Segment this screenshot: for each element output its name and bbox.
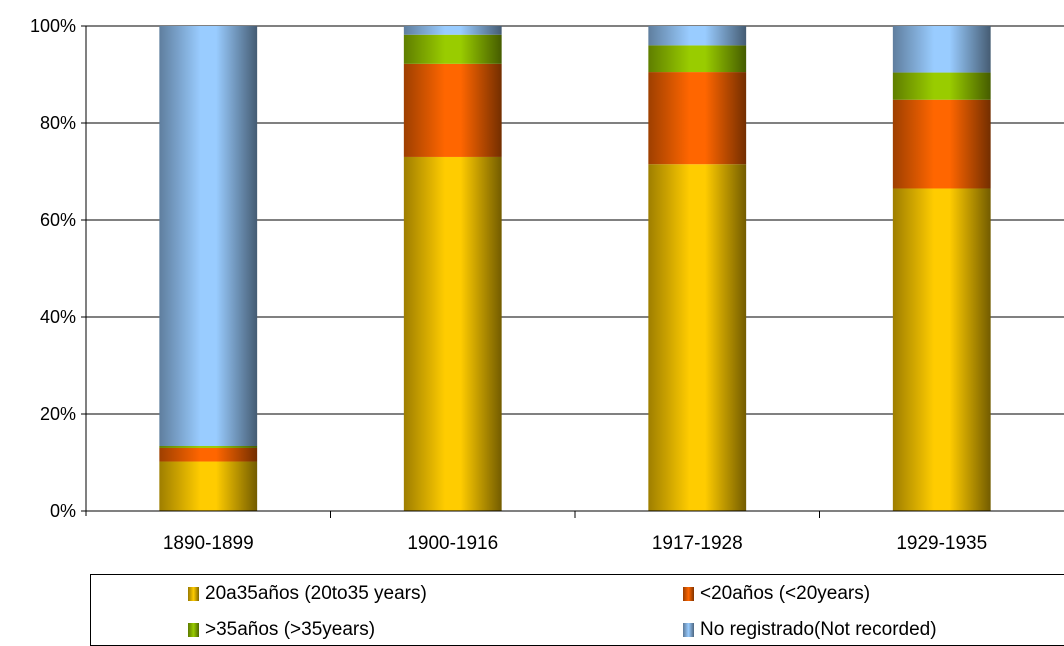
bar-stack-1929-1935 xyxy=(892,26,991,511)
legend-label-not-recorded: No registrado(Not recorded) xyxy=(700,619,937,640)
y-tick-label-20: 20% xyxy=(40,404,76,424)
legend-swatch-over-35 xyxy=(188,623,199,637)
bar-stack-1890-1899 xyxy=(159,26,258,511)
legend-item-not-recorded: No registrado(Not recorded) xyxy=(683,619,937,641)
y-tick-label-40: 40% xyxy=(40,307,76,327)
bar-1929-1935-no-registrado-not-recorded xyxy=(892,26,991,73)
bar-1917-1928-35a-os-35years xyxy=(648,45,747,73)
x-tick-labels: 1890-1899 1900-1916 1917-1928 1929-1935 xyxy=(163,511,987,554)
y-tick-label-80: 80% xyxy=(40,113,76,133)
x-tick-label-1890-1899: 1890-1899 xyxy=(163,533,254,554)
legend-item-over-35: >35años (>35years) xyxy=(188,619,375,641)
stacked-bar-chart: 0% 20% 40% 60% 80% 100% 1890-1899 1900-1916 191… xyxy=(30,16,1064,554)
legend-swatch-under-20 xyxy=(683,587,694,601)
bar-1917-1928-20a35a-os-20to35-years xyxy=(648,164,747,511)
legend-label-under-20: <20años (<20years) xyxy=(700,583,871,604)
x-tick-label-1929-1935: 1929-1935 xyxy=(896,533,987,554)
bar-stack-1917-1928 xyxy=(648,26,747,511)
bar-1900-1916-20a-os-20years xyxy=(403,63,502,157)
bar-1929-1935-20a35a-os-20to35-years xyxy=(892,188,991,511)
legend: 20a35años (20to35 years) <20años (<20yea… xyxy=(90,574,1064,646)
y-tick-label-100: 100% xyxy=(30,16,76,36)
y-tick-label-0: 0% xyxy=(50,501,76,521)
bar-1929-1935-20a-os-20years xyxy=(892,99,991,189)
bar-1917-1928-no-registrado-not-recorded xyxy=(648,26,747,46)
bar-1917-1928-20a-os-20years xyxy=(648,72,747,165)
legend-label-20-35: 20a35años (20to35 years) xyxy=(205,583,427,604)
bar-1900-1916-20a35a-os-20to35-years xyxy=(403,156,502,511)
bar-1929-1935-35a-os-35years xyxy=(892,72,991,100)
bar-1900-1916-no-registrado-not-recorded xyxy=(403,26,502,35)
legend-label-over-35: >35años (>35years) xyxy=(205,619,376,640)
legend-item-under-20: <20años (<20years) xyxy=(683,583,870,605)
y-tick-labels: 0% 20% 40% 60% 80% 100% xyxy=(30,16,76,521)
legend-swatch-not-recorded xyxy=(683,623,694,637)
legend-item-20-35: 20a35años (20to35 years) xyxy=(188,583,427,605)
bar-stack-1900-1916 xyxy=(403,26,502,511)
legend-swatch-20-35 xyxy=(188,587,199,601)
x-tick-label-1900-1916: 1900-1916 xyxy=(407,533,498,554)
bar-1890-1899-20a35a-os-20to35-years xyxy=(159,461,258,511)
bar-1890-1899-20a-os-20years xyxy=(159,447,258,462)
bar-1890-1899-35a-os-35years xyxy=(159,446,258,448)
y-tick-label-60: 60% xyxy=(40,210,76,230)
bars xyxy=(159,26,991,511)
bar-1890-1899-no-registrado-not-recorded xyxy=(159,26,258,447)
x-tick-label-1917-1928: 1917-1928 xyxy=(652,533,743,554)
bar-1900-1916-35a-os-35years xyxy=(403,34,502,64)
